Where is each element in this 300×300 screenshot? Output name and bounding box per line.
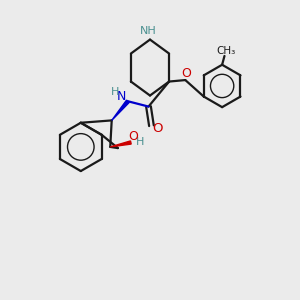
Text: O: O <box>128 130 138 143</box>
Polygon shape <box>110 141 131 147</box>
Text: H: H <box>136 137 144 148</box>
Text: N: N <box>117 90 126 104</box>
Text: O: O <box>181 67 191 80</box>
Text: NH: NH <box>140 26 157 36</box>
Text: O: O <box>153 122 163 135</box>
Text: CH₃: CH₃ <box>216 46 235 56</box>
Polygon shape <box>112 100 129 120</box>
Text: H: H <box>111 87 120 98</box>
